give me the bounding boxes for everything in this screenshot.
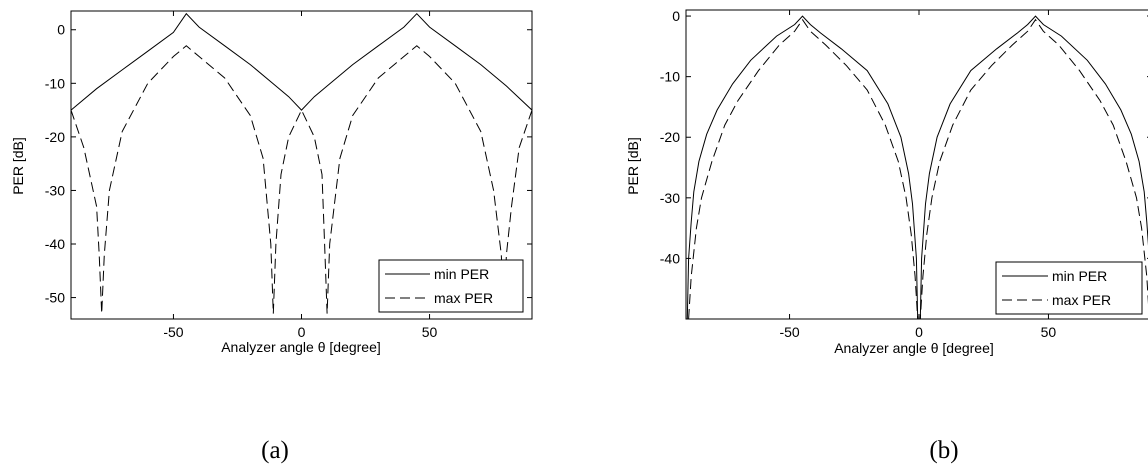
plot-a-ytick-label: -30: [45, 182, 65, 198]
plot-a-xtick-label: 50: [422, 324, 438, 340]
plot-b-ytick-label: -30: [660, 190, 680, 206]
plot-a-ytick-label: 0: [57, 22, 65, 38]
plot-a-legend-label-max: max PER: [434, 290, 493, 306]
plot-a-xtick-label: 0: [298, 324, 306, 340]
plot-b-ylabel: PER [dB]: [625, 137, 641, 195]
plot-b-legend-label-max: max PER: [1052, 292, 1111, 308]
plot-b-ytick-label: -20: [660, 129, 680, 145]
plot-b-ytick-label: 0: [672, 8, 680, 24]
plot-a-ytick-label: -40: [45, 236, 65, 252]
plot-a-legend-label-min: min PER: [434, 266, 489, 282]
chart-panel-b: -50 0 50 0 -10 -20 -30 -40 Analyzer angle θ [de…: [574, 0, 1148, 469]
plot-a-ytick-label: -20: [45, 129, 65, 145]
plot-a-xlabel: Analyzer angle θ [degree]: [221, 339, 381, 355]
plot-a-ylabel: PER [dB]: [10, 137, 26, 195]
plot-b-legend: min PER max PER: [996, 262, 1142, 314]
chart-panel-a: -50 0 50 0 -10 -20 -30 -40 -50 Analyzer angle θ …: [0, 0, 574, 469]
plot-a-xtick-label: -50: [163, 324, 183, 340]
plot-b-legend-label-min: min PER: [1052, 268, 1107, 284]
plot-a-legend: min PER max PER: [379, 260, 523, 312]
caption-a: (a): [261, 437, 289, 464]
plot-a-ytick-label: -50: [45, 290, 65, 306]
plot-a-ytick-label: -10: [45, 75, 65, 91]
plot-b-xlabel: Analyzer angle θ [degree]: [834, 340, 994, 356]
plot-b-ytick-label: -10: [660, 69, 680, 85]
plot-b-xtick-label: 0: [915, 324, 923, 340]
plot-b-ytick-label: -40: [660, 250, 680, 266]
plot-b-xtick-label: 50: [1041, 324, 1057, 340]
plot-a-series-min-per: [71, 14, 532, 110]
plot-b-xtick-label: -50: [779, 324, 799, 340]
caption-b: (b): [929, 437, 958, 464]
